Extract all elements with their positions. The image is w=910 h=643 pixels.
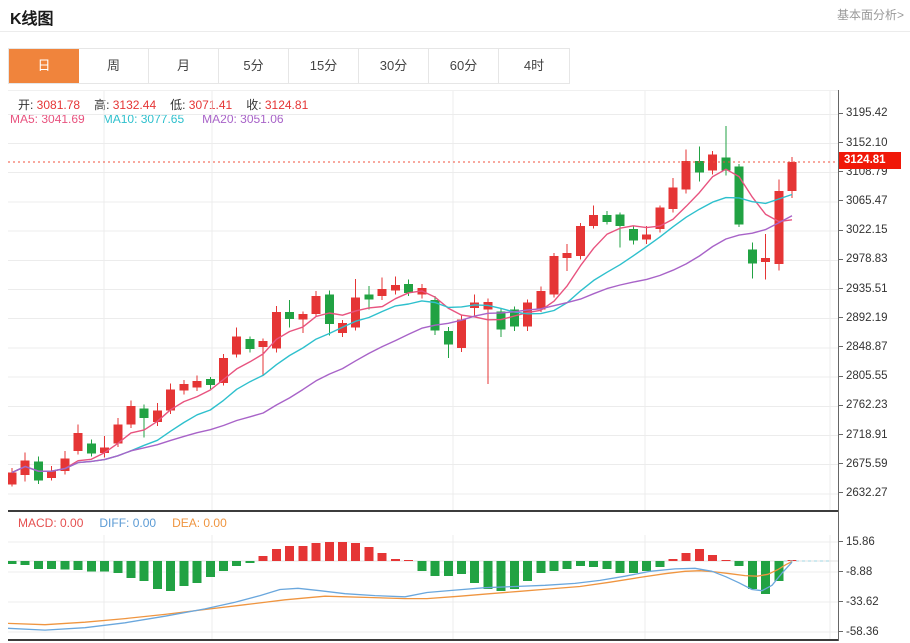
quote-field: 高: 3132.44 [94,98,157,112]
tab-day[interactable]: 日 [9,49,79,83]
quote-field: MACD: 0.00 [18,516,84,530]
y-axis-label: 2892.19 [838,310,888,325]
page-title: K线图 [10,11,54,28]
tick-mark [838,541,843,543]
y-axis-label: 2848.87 [838,339,888,354]
tick-mark [838,258,843,260]
divider [0,31,910,32]
current-price-marker: 3124.81 [839,152,901,170]
tab-60min[interactable]: 60分 [429,49,499,83]
tick-mark [838,631,843,633]
macd-axis-label: -8.88 [838,564,872,579]
quote-field: MA20: 3051.06 [202,112,284,126]
y-axis-line [838,90,839,641]
y-axis-label: 3022.15 [838,223,888,238]
tick-mark [838,434,843,435]
tick-mark [838,404,843,406]
y-axis-label: 2805.55 [838,369,888,384]
tab-month[interactable]: 月 [149,49,219,83]
tick-mark [838,571,843,573]
tab-15min[interactable]: 15分 [289,49,359,83]
tab-5min[interactable]: 5分 [219,49,289,83]
macd-axis-label: -33.62 [838,594,879,609]
tab-week[interactable]: 周 [79,49,149,83]
tick-mark [838,317,843,319]
ma-row: MA5: 3041.69 MA10: 3077.65 MA20: 3051.06 [10,112,302,126]
y-axis-label: 2632.27 [838,485,888,500]
tick-mark [838,288,843,289]
y-axis-label: 2718.91 [838,427,888,442]
ohlc-row: 开: 3081.78 高: 3132.44 低: 3071.41 收: 3124.81 [18,96,322,113]
panel-divider [8,510,839,512]
tick-mark [838,346,843,348]
tab-4hour[interactable]: 4时 [499,49,569,83]
tick-mark [838,601,843,603]
tick-mark [838,229,843,231]
tick-mark [838,492,843,494]
tick-mark [838,171,843,173]
fundamental-analysis-link[interactable]: 基本面分析> [836,8,904,22]
quote-field: MA10: 3077.65 [102,112,185,126]
tick-mark [838,463,843,465]
y-axis-label: 2935.51 [838,281,888,296]
tab-30min[interactable]: 30分 [359,49,429,83]
y-axis-label: 3195.42 [838,106,888,121]
tick-mark [838,112,843,114]
main-chart [8,90,838,512]
y-axis-label: 3065.47 [838,193,888,208]
y-axis-label: 2762.23 [838,398,888,413]
macd-header-row: MACD: 0.00 DIFF: 0.00 DEA: 0.00 [18,516,243,530]
quote-field: 收: 3124.81 [246,98,309,112]
tick-mark [838,142,843,143]
chart-bottom-border [8,639,839,641]
quote-field: MA5: 3041.69 [10,112,85,126]
tick-mark [838,200,843,202]
y-axis-label: 2675.59 [838,456,888,471]
quote-field: DEA: 0.00 [172,516,227,530]
quote-field: 低: 3071.41 [170,98,233,112]
macd-axis-label: 15.86 [838,534,875,549]
macd-chart [8,535,838,641]
y-axis-label: 3152.10 [838,135,888,150]
quote-field: 开: 3081.78 [18,98,81,112]
macd-axis-label: -58.36 [838,624,879,639]
tick-mark [838,375,843,377]
y-axis-label: 2978.83 [838,252,888,267]
quote-field: DIFF: 0.00 [99,516,157,530]
period-tabs: 日周月 5分 15分 30分 60分 4时 [8,48,570,84]
